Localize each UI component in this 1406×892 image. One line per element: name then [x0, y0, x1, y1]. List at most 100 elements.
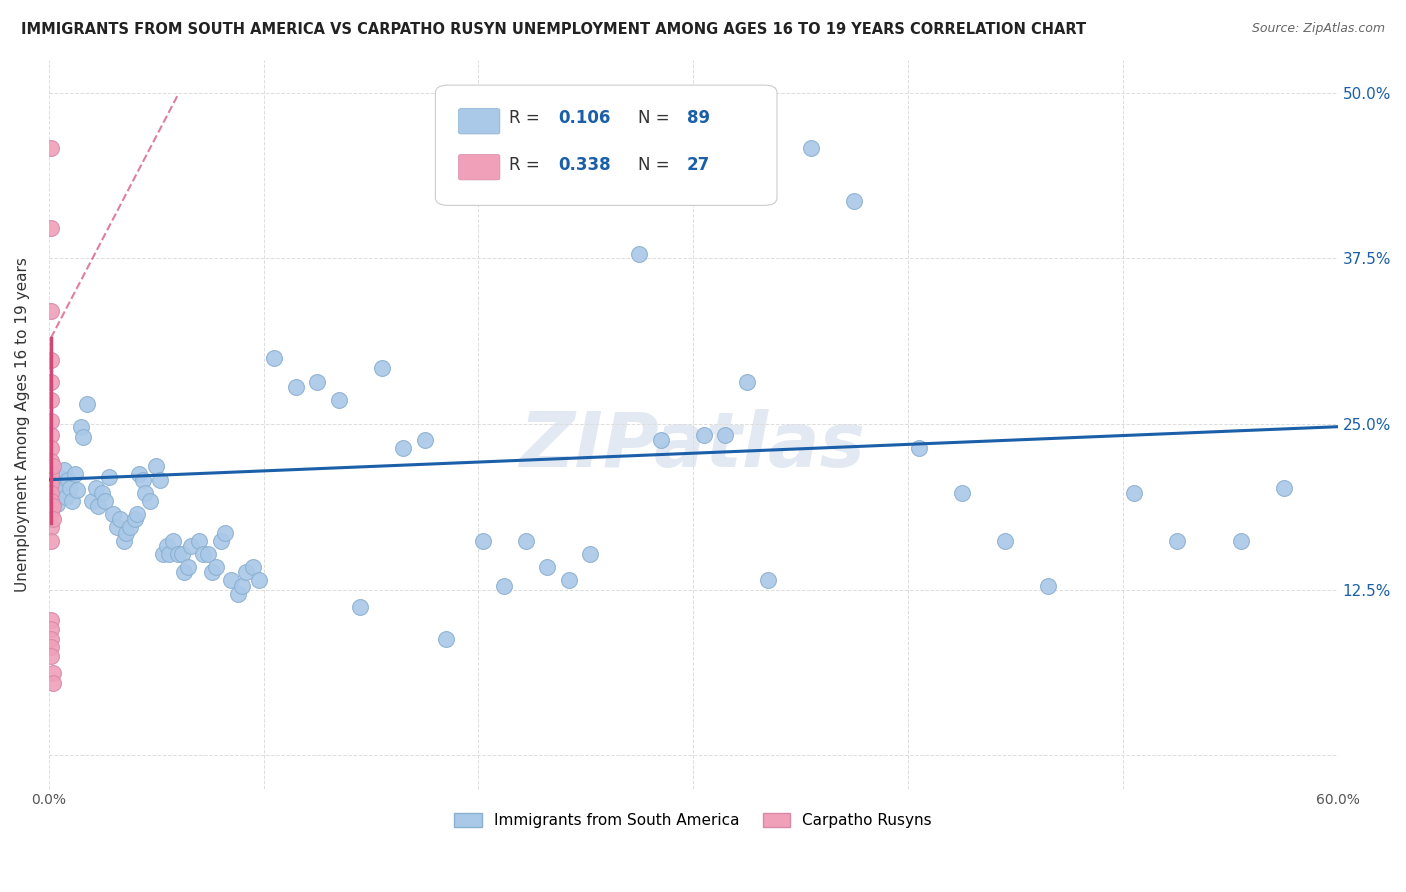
Point: [994, 533, 1017, 548]
Point: [125, 507, 148, 521]
Point: [51, 483, 73, 498]
Point: [72, 430, 94, 444]
Point: [180, 539, 202, 553]
Point: [39, 507, 62, 521]
Point: [758, 574, 780, 588]
Point: [800, 141, 823, 155]
Point: [214, 525, 236, 540]
Point: [188, 533, 211, 548]
Point: [76, 397, 98, 411]
Point: [107, 520, 129, 534]
Point: [177, 560, 200, 574]
Point: [42, 490, 65, 504]
Point: [134, 486, 156, 500]
Point: [1036, 579, 1059, 593]
Point: [120, 520, 142, 534]
Point: [263, 351, 285, 365]
Text: 0.106: 0.106: [558, 109, 610, 127]
Point: [39, 623, 62, 637]
Text: N =: N =: [638, 156, 675, 174]
Point: [844, 194, 866, 209]
Point: [557, 574, 579, 588]
Y-axis label: Unemployment Among Ages 16 to 19 years: Unemployment Among Ages 16 to 19 years: [15, 257, 30, 591]
Point: [59, 481, 82, 495]
Point: [307, 375, 329, 389]
Point: [156, 539, 179, 553]
Point: [63, 467, 86, 482]
Point: [209, 533, 232, 548]
Point: [103, 507, 125, 521]
Point: [39, 414, 62, 428]
Point: [247, 574, 270, 588]
Point: [138, 494, 160, 508]
Point: [152, 547, 174, 561]
Point: [1122, 486, 1144, 500]
Point: [145, 459, 167, 474]
Point: [80, 494, 103, 508]
Text: 0.338: 0.338: [558, 156, 610, 174]
Point: [221, 574, 243, 588]
Point: [42, 459, 65, 474]
Text: R =: R =: [509, 109, 546, 127]
Point: [170, 547, 193, 561]
Point: [536, 560, 558, 574]
Point: [42, 500, 65, 514]
Point: [349, 599, 371, 614]
Point: [124, 512, 146, 526]
Point: [39, 486, 62, 500]
Point: [70, 419, 93, 434]
Point: [515, 533, 537, 548]
Point: [108, 512, 131, 526]
Point: [115, 525, 138, 540]
FancyBboxPatch shape: [458, 154, 501, 180]
Point: [39, 454, 62, 468]
Point: [39, 353, 62, 368]
Point: [39, 613, 62, 627]
Point: [93, 494, 115, 508]
Point: [46, 497, 69, 511]
Point: [714, 427, 737, 442]
Text: 89: 89: [686, 109, 710, 127]
Point: [471, 533, 494, 548]
Point: [907, 441, 929, 455]
Point: [1230, 533, 1253, 548]
Point: [39, 304, 62, 318]
Point: [392, 441, 415, 455]
Text: R =: R =: [509, 156, 546, 174]
Point: [44, 476, 66, 491]
Legend: Immigrants from South America, Carpatho Rusyns: Immigrants from South America, Carpatho …: [447, 805, 939, 836]
Point: [157, 547, 180, 561]
Point: [112, 533, 135, 548]
Text: Source: ZipAtlas.com: Source: ZipAtlas.com: [1251, 22, 1385, 36]
Point: [87, 500, 110, 514]
Point: [84, 481, 107, 495]
Point: [39, 375, 62, 389]
Point: [579, 547, 602, 561]
Point: [693, 427, 716, 442]
Point: [132, 473, 155, 487]
Point: [205, 560, 228, 574]
Text: N =: N =: [638, 109, 675, 127]
Point: [494, 579, 516, 593]
Point: [650, 433, 672, 447]
Point: [42, 512, 65, 526]
Point: [370, 361, 392, 376]
Text: 27: 27: [686, 156, 710, 174]
Point: [39, 441, 62, 455]
Point: [242, 560, 264, 574]
Point: [39, 221, 62, 235]
Point: [39, 533, 62, 548]
Point: [328, 393, 350, 408]
Point: [735, 375, 758, 389]
Point: [149, 473, 172, 487]
Point: [60, 494, 83, 508]
Point: [128, 467, 150, 482]
Point: [39, 467, 62, 482]
Point: [52, 463, 75, 477]
Point: [162, 533, 184, 548]
Point: [950, 486, 973, 500]
Point: [39, 640, 62, 654]
Text: ZIPatlas: ZIPatlas: [520, 409, 866, 483]
Text: IMMIGRANTS FROM SOUTH AMERICA VS CARPATHO RUSYN UNEMPLOYMENT AMONG AGES 16 TO 19: IMMIGRANTS FROM SOUTH AMERICA VS CARPATH…: [21, 22, 1087, 37]
Point: [39, 632, 62, 646]
